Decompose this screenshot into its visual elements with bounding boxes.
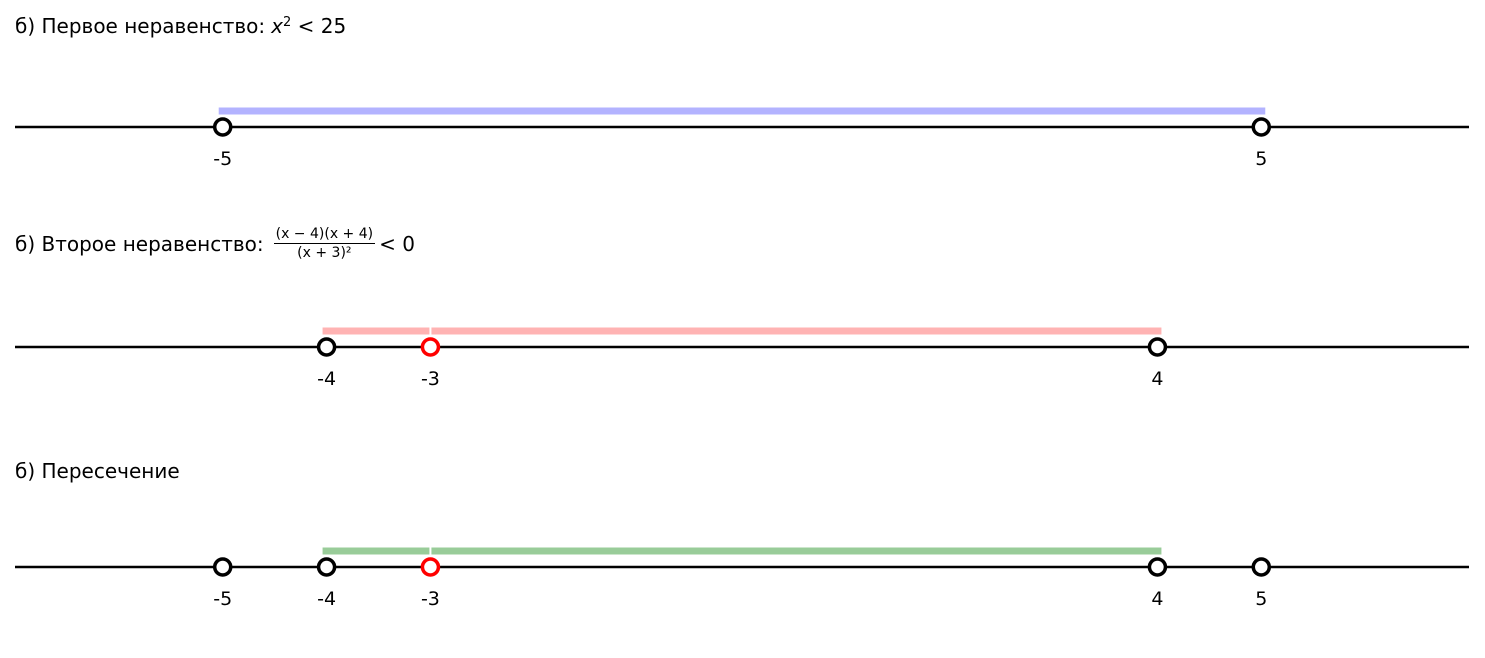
tick-label: -5 xyxy=(213,148,232,170)
open-point xyxy=(316,557,337,577)
formula-relation: < 25 xyxy=(297,14,347,38)
open-point xyxy=(1147,337,1168,357)
fraction-denominator: (x + 3)² xyxy=(297,245,352,261)
fraction: (x − 4)(x + 4) (x + 3)² xyxy=(273,226,376,261)
formula-exponent: 2 xyxy=(282,14,292,30)
tick-label: 5 xyxy=(1255,588,1267,610)
open-point xyxy=(212,557,233,577)
open-point xyxy=(420,557,441,577)
tick-label: -3 xyxy=(421,368,440,390)
panel-3-title: б) Пересечение xyxy=(15,459,180,483)
formula-relation: < 0 xyxy=(379,231,415,256)
open-point xyxy=(316,337,337,357)
fraction-numerator: (x − 4)(x + 4) xyxy=(273,226,376,244)
open-point xyxy=(420,337,441,357)
tick-label: 4 xyxy=(1151,588,1163,610)
panel-3-title-text: б) Пересечение xyxy=(15,459,180,483)
tick-label: 4 xyxy=(1151,368,1163,390)
panel-2-title-text: б) Второе неравенство: xyxy=(15,231,264,256)
tick-label: -3 xyxy=(421,588,440,610)
open-point xyxy=(212,117,233,137)
panel-2-formula: (x − 4)(x + 4) (x + 3)² < 0 xyxy=(270,226,415,261)
tick-label: 5 xyxy=(1255,148,1267,170)
panel-1-title-text: б) Первое неравенство: xyxy=(15,14,266,38)
open-point xyxy=(1251,117,1272,137)
open-point xyxy=(1147,557,1168,577)
panel-2-title: б) Второе неравенство: (x − 4)(x + 4) (x… xyxy=(15,226,415,261)
tick-label: -4 xyxy=(317,368,336,390)
tick-label: -4 xyxy=(317,588,336,610)
tick-label: -5 xyxy=(213,588,232,610)
open-point xyxy=(1251,557,1272,577)
formula-var: x xyxy=(271,14,283,38)
